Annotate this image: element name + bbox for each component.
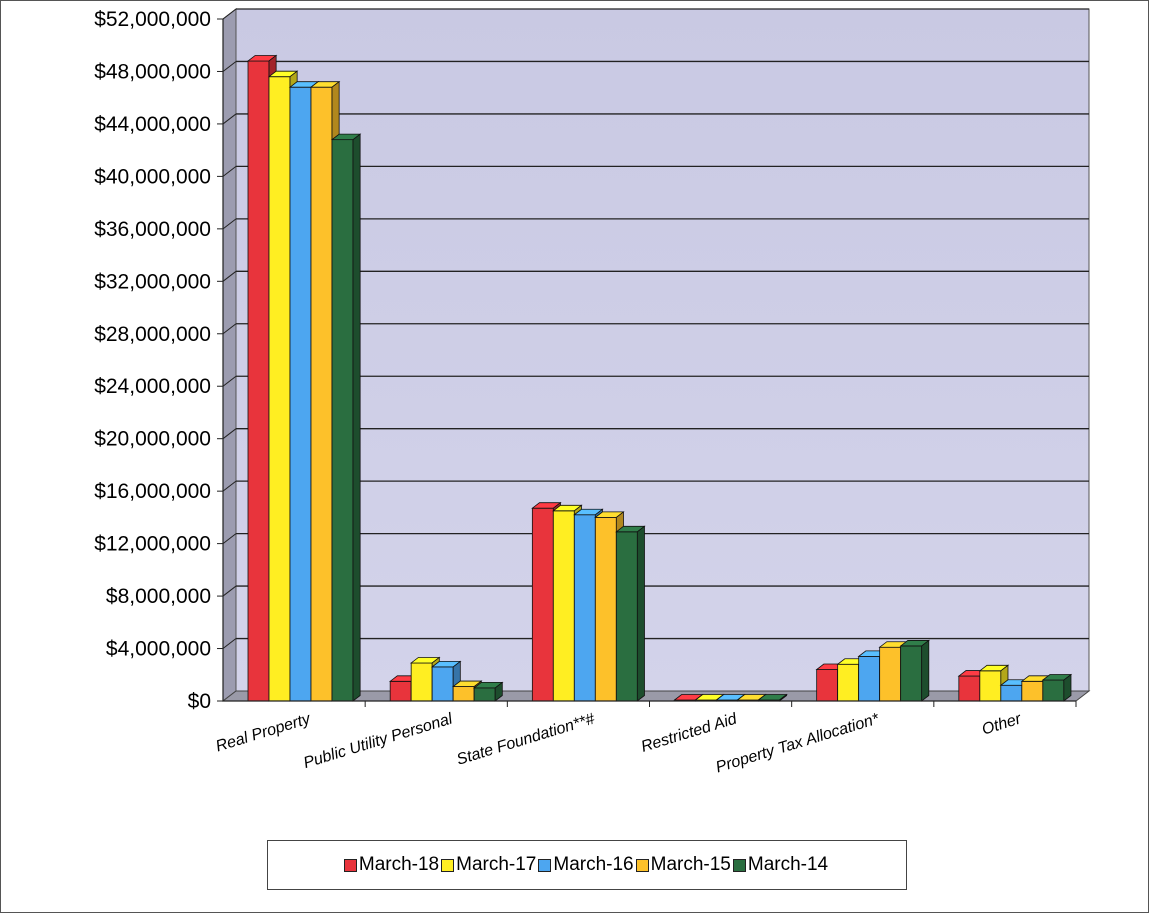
legend-item: March-16 [538,854,634,876]
x-category-label: Restricted Aid [639,710,740,756]
gridline-side [222,638,237,649]
bar-side [352,133,361,702]
bar-front [473,687,496,702]
y-tick-label: $4,000,000 [106,638,211,661]
bar-front [615,531,638,702]
gridline-side [222,113,237,125]
bar-front [900,645,923,702]
legend-item: March-14 [732,854,829,876]
legend-swatch [343,858,357,872]
bar-front [247,60,270,702]
y-tick-label: $32,000,000 [94,270,211,293]
gridline-side [222,585,237,597]
legend-swatch [635,858,649,872]
gridline-side [222,480,237,492]
legend-swatch [732,858,746,872]
bar-front [289,86,312,702]
bar-side [921,639,930,702]
bar-front [310,86,333,702]
y-tick-label: $24,000,000 [94,375,211,398]
legend-swatch [441,858,455,872]
gridline-side [222,533,237,545]
bar [899,639,930,702]
bar-front [552,510,575,702]
legend-item: March-18 [343,854,440,876]
legend-label: March-16 [553,854,634,875]
bar-front [452,686,475,702]
bar-front [573,514,596,702]
y-tick-label: $16,000,000 [94,480,211,503]
back-wall [235,8,1090,692]
bar-front [331,139,354,702]
y-tick-label: $52,000,000 [94,8,211,31]
y-tick-label: $48,000,000 [94,60,211,83]
bar-front [594,516,617,702]
bar-side [1063,673,1072,702]
bar [330,133,362,702]
x-category-label: Public Utility Personal [302,710,455,772]
y-tick-label: $40,000,000 [94,165,211,188]
gridline-side [222,270,237,282]
gridline-side [222,375,237,387]
bar-front [1042,679,1065,702]
legend-label: March-18 [358,854,440,875]
x-category-label: Real Property [214,710,313,755]
legend-label: March-14 [747,854,829,875]
y-tick-label: $20,000,000 [94,428,211,451]
bar-side [636,525,645,702]
bars [246,54,1073,702]
bar-front [1021,680,1044,702]
bar-front [389,680,412,702]
gridline-side [222,165,237,177]
side-wall [222,7,237,703]
bar [472,681,504,702]
bar-side [494,681,503,702]
legend-swatch [538,858,552,872]
bar-front [958,675,981,702]
bar-front [837,663,860,702]
y-tick-label: $28,000,000 [94,323,211,346]
bar-front [431,666,454,702]
y-tick-label: $36,000,000 [94,218,211,241]
y-tick-label: $0 [188,690,211,713]
gridline-side [222,61,237,72]
legend-label: March-15 [650,854,731,875]
bar-front [268,76,291,702]
gridline-side [222,218,237,230]
y-tick-label: $8,000,000 [106,585,211,608]
bar-front [879,646,902,702]
bar-front [816,669,839,702]
bar-side [779,693,788,702]
bar [1041,673,1073,702]
gridlines [222,8,1089,649]
bar-front [1000,684,1023,702]
legend-item: March-15 [635,854,731,876]
x-category-label: Other [980,710,1024,738]
legend: March-18 March-17 March-16 March-15 March-14 [267,840,907,890]
x-category-label: Property Tax Allocation* [714,710,882,776]
x-category-label: State Foundation**# [455,710,598,768]
bar-front [410,662,433,702]
gridline-side [222,323,237,335]
bar [615,525,646,702]
y-axis-ticks: $0 $4,000,000 $8,000,000 $12,000,000 $16,000… [94,8,224,713]
bar-front [858,656,881,702]
y-tick-label: $12,000,000 [94,533,211,556]
legend-item: March-17 [441,854,536,876]
gridline-side [222,428,237,440]
bar-front [531,507,554,702]
bar-front [979,670,1002,702]
legend-label: March-17 [456,854,537,875]
y-tick-label: $44,000,000 [94,113,211,136]
gridline-side [222,8,237,20]
